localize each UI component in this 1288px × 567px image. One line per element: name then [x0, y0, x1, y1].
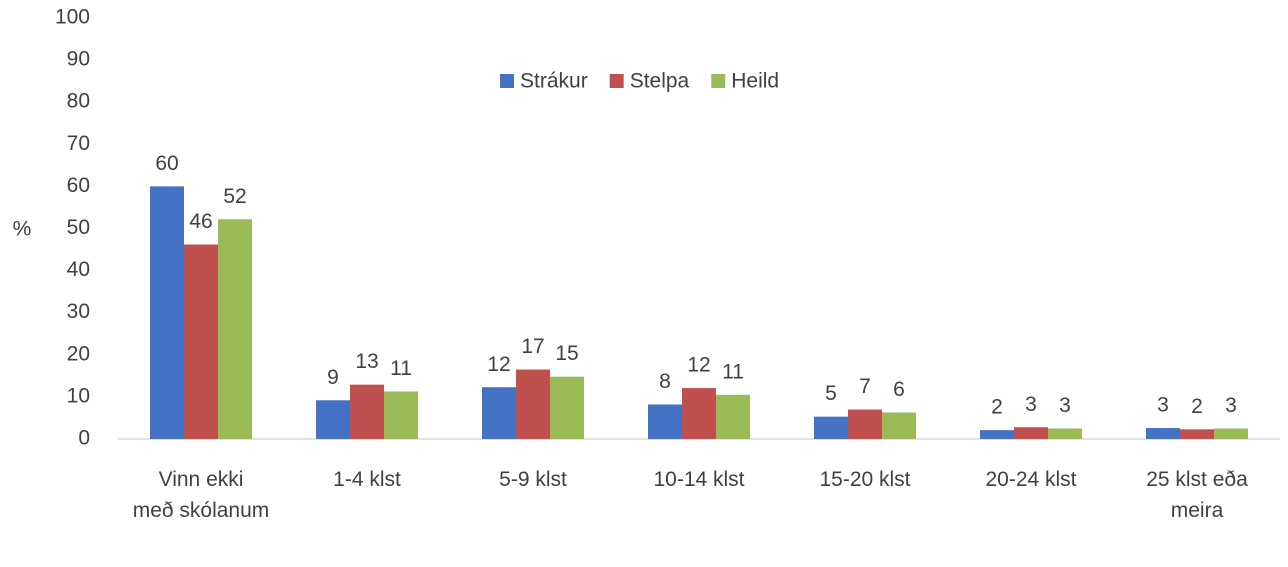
- bar: [1014, 427, 1048, 439]
- bar: [682, 388, 716, 439]
- bar: [350, 384, 384, 439]
- legend-label: Strákur: [520, 70, 588, 93]
- legend-swatch: [500, 74, 514, 88]
- bar: [882, 412, 916, 439]
- bar: [848, 409, 882, 439]
- y-tick-label: 60: [67, 174, 90, 197]
- x-tick-label: 20-24 klst: [985, 468, 1076, 491]
- legend-label: Heild: [731, 70, 779, 93]
- data-label: 3: [1225, 394, 1237, 417]
- bar: [316, 400, 350, 439]
- y-tick-label: 30: [67, 300, 90, 323]
- bar: [384, 391, 418, 439]
- y-tick-label: 70: [67, 132, 90, 155]
- data-label: 3: [1059, 394, 1071, 417]
- y-tick-label: 100: [55, 6, 90, 29]
- bar: [1146, 428, 1180, 439]
- bar: [218, 219, 252, 439]
- bar: [716, 394, 750, 439]
- y-tick-label: 0: [78, 427, 90, 450]
- data-label: 12: [487, 353, 510, 376]
- x-tick-label: 15-20 klst: [819, 468, 910, 491]
- legend-swatch: [609, 74, 624, 88]
- data-label: 11: [390, 357, 412, 380]
- legend-label: Stelpa: [630, 70, 690, 93]
- bar: [1048, 428, 1082, 439]
- data-label: 2: [991, 396, 1003, 419]
- data-label: 7: [859, 375, 871, 398]
- y-tick-label: 80: [67, 90, 90, 113]
- x-tick-label: 10-14 klst: [653, 468, 744, 491]
- data-label: 17: [521, 335, 544, 358]
- x-tick-label: 5-9 klst: [499, 468, 567, 491]
- bar: [550, 376, 584, 439]
- x-tick-label: Vinn ekki með skólanum: [133, 468, 270, 522]
- data-label: 2: [1191, 395, 1203, 418]
- x-tick-label: 1-4 klst: [333, 468, 401, 491]
- data-label: 13: [355, 350, 378, 373]
- data-label: 12: [687, 354, 710, 377]
- data-label: 3: [1025, 393, 1037, 416]
- data-label: 60: [155, 152, 178, 175]
- data-label: 5: [825, 382, 837, 405]
- legend-swatch: [711, 74, 726, 88]
- bar: [516, 369, 550, 439]
- data-label: 3: [1157, 394, 1169, 417]
- y-axis-label: %: [13, 218, 32, 241]
- data-label: 9: [327, 366, 339, 389]
- y-tick-label: 10: [67, 384, 90, 407]
- y-tick-label: 90: [67, 48, 90, 71]
- data-label: 52: [223, 185, 246, 208]
- data-label: 6: [893, 378, 905, 401]
- bar: [184, 244, 218, 439]
- y-tick-label: 20: [67, 342, 90, 365]
- data-label: 46: [189, 210, 212, 233]
- y-tick-label: 40: [67, 258, 90, 281]
- bar: [1214, 428, 1248, 439]
- data-label: 8: [659, 370, 671, 393]
- x-tick-label: 25 klst eða meira: [1146, 468, 1248, 522]
- data-label: 15: [555, 342, 578, 365]
- bar: [648, 404, 682, 439]
- y-tick-label: 50: [67, 216, 90, 239]
- bar: [1180, 429, 1214, 439]
- data-label: 11: [722, 360, 744, 383]
- bar: [482, 387, 516, 439]
- bar: [814, 416, 848, 439]
- bar: [150, 186, 184, 439]
- bar: [980, 430, 1014, 439]
